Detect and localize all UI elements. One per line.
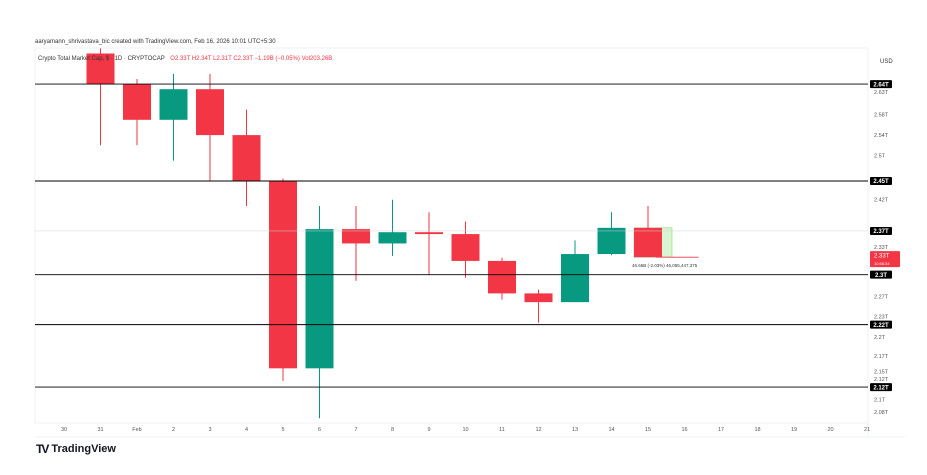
y-tick-label: 2.58T: [874, 113, 889, 119]
tradingview-logo: TV TradingView: [36, 442, 116, 456]
level-price-badge: [870, 383, 892, 392]
current-price-label: 2.33T: [874, 254, 890, 260]
candle-body: [561, 254, 589, 303]
candle-11: [488, 257, 516, 300]
x-tick-label: 3: [208, 427, 211, 433]
tradingview-logo-icon: TV: [36, 442, 49, 456]
y-tick-label: 2.33T: [874, 245, 889, 251]
candle-body: [305, 229, 334, 369]
x-tick-label: 4: [245, 427, 248, 433]
candle-body: [378, 232, 407, 244]
y-tick-label: 2.15T: [874, 369, 889, 375]
level-price-badge: [870, 320, 892, 329]
level-price-label: 2.45T: [873, 179, 889, 185]
candle-2: [159, 73, 188, 161]
candle-4: [232, 109, 261, 206]
level-price-badge: [870, 177, 892, 185]
candle-3: [196, 73, 224, 181]
candle-7: [342, 205, 370, 281]
x-tick-label: 16: [681, 427, 687, 433]
candle-15: [634, 205, 662, 258]
level-price-label: 2.37T: [873, 229, 889, 235]
y-tick-label: 2.54T: [874, 133, 889, 139]
x-tick-label: 5: [281, 427, 284, 433]
x-tick-label: 7: [354, 427, 357, 433]
x-tick-label: 18: [754, 427, 760, 433]
logo-text: TradingView: [51, 443, 116, 455]
candle-14: [597, 212, 626, 256]
candle-body: [415, 232, 443, 235]
candle-body: [634, 227, 662, 258]
x-tick-label: 15: [645, 427, 651, 433]
x-tick-label: 13: [572, 427, 578, 433]
credit-text: aaryamann_shrivastava_bic created with T…: [35, 39, 276, 45]
candle-6: [305, 205, 334, 419]
candle-body: [342, 229, 370, 244]
y-tick-label: 2.1T: [874, 398, 886, 404]
x-tick-label: 10: [462, 427, 468, 433]
y-tick-label: 2.23T: [874, 315, 889, 321]
candle-body: [488, 260, 516, 294]
candle-body: [524, 293, 553, 303]
level-price-label: 2.64T: [873, 82, 889, 88]
candle-5: [269, 178, 297, 381]
y-tick-label: 2.5T: [874, 154, 886, 160]
x-tick-label: 19: [791, 427, 797, 433]
level-price-label: 2.12T: [873, 385, 889, 391]
x-tick-label: 30: [61, 427, 67, 433]
x-tick-label: 2: [172, 427, 175, 433]
x-tick-label: 11: [499, 427, 505, 433]
currency-label: USD: [880, 59, 893, 65]
level-price-badge: [870, 226, 892, 235]
x-tick-label: 20: [827, 427, 833, 433]
x-tick-label: 31: [97, 427, 103, 433]
x-tick-label: 17: [718, 427, 724, 433]
candle-body: [451, 234, 480, 261]
ohlc-values: O2.33T H2.34T L2.31T C2.33T −1.19B (−0.0…: [170, 56, 333, 62]
y-tick-label: 2.12T: [874, 377, 889, 383]
x-tick-label: Feb: [132, 427, 141, 433]
candle-body: [196, 89, 224, 136]
symbol-name[interactable]: Crypto Total Market Cap, $ · 1D · CRYPTO…: [38, 56, 165, 62]
candle-10: [451, 221, 480, 278]
y-tick-label: 2.08T: [874, 410, 889, 416]
level-price-label: 2.3T: [875, 273, 887, 279]
candle-body: [159, 89, 188, 120]
countdown-label: 10:58:34: [874, 261, 890, 266]
candle-13: [561, 240, 589, 303]
measurement-label: 46.66B (-2.03%) 46,055,447,375: [632, 263, 698, 268]
x-tick-label: 8: [391, 427, 394, 433]
candle-body: [597, 227, 626, 255]
candle-body: [232, 135, 261, 181]
candle-body: [123, 84, 151, 120]
x-tick-label: 6: [318, 427, 321, 433]
level-price-badge: [870, 270, 892, 279]
y-tick-label: 2.42T: [874, 198, 889, 204]
x-tick-label: 14: [608, 427, 614, 433]
x-tick-label: 21: [864, 427, 870, 433]
y-tick-label: 2.17T: [874, 354, 889, 360]
candle-9: [415, 212, 443, 275]
symbol-legend: Crypto Total Market Cap, $ · 1D · CRYPTO…: [38, 56, 332, 62]
level-price-badge: [870, 80, 892, 89]
y-tick-label: 2.63T: [874, 90, 889, 96]
candle-Feb: [123, 79, 151, 146]
x-tick-label: 9: [427, 427, 430, 433]
y-tick-label: 2.2T: [874, 335, 886, 341]
candle-12: [524, 289, 553, 323]
candle-body: [86, 53, 115, 85]
current-price-badge: [870, 251, 900, 268]
candle-8: [378, 199, 407, 256]
candle-31: [86, 48, 115, 146]
level-price-label: 2.22T: [873, 323, 889, 329]
y-tick-label: 2.27T: [874, 295, 889, 301]
x-tick-label: 12: [535, 427, 541, 433]
